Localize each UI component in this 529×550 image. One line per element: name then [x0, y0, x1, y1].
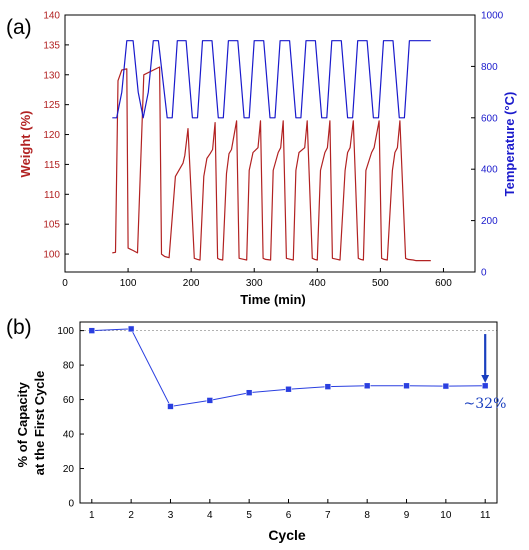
x-tick-label: 500: [372, 278, 389, 289]
panel-a-right-axis-title: Temperature (°C): [502, 92, 517, 197]
left-tick-label: 120: [43, 130, 60, 141]
panel-b-plot-frame: [79, 321, 498, 504]
x-tick-label: 300: [246, 278, 263, 289]
x-tick-label: 7: [325, 510, 331, 521]
y-tick-label: 60: [63, 395, 75, 406]
panel-b-annotation: ~32%: [464, 396, 507, 412]
y-tick-label: 20: [63, 464, 75, 475]
panel-b-label: (b): [6, 316, 32, 339]
panel-b-y-axis-title-line-2: at the First Cycle: [32, 371, 47, 476]
left-tick-label: 140: [43, 11, 60, 22]
right-tick-label: 400: [481, 165, 498, 176]
left-tick-label: 130: [43, 70, 60, 81]
capacity-point: [324, 383, 332, 390]
x-tick-label: 200: [183, 278, 200, 289]
capacity-point: [363, 382, 371, 390]
panel-b-y-axis-title-line-1: % of Capacity: [15, 381, 30, 467]
weight-series-line: [112, 66, 431, 262]
panel-b-x-ticks: 1 2 3 4 5 6 7 8 9 10 11: [89, 499, 491, 521]
x-tick-label: 11: [480, 510, 491, 521]
x-tick-label: 0: [62, 278, 68, 289]
y-tick-label: 100: [57, 326, 74, 337]
panel-b-y-ticks: 0 20 40 60 80 100: [57, 326, 84, 510]
x-tick-label: 600: [435, 278, 452, 289]
x-tick-label: 400: [309, 278, 326, 289]
panel-b-chart: (b) 1 2 3 4 5 6 7 8 9 10 11 0 20 40 60 80 100 ~32% Cycl…: [6, 316, 506, 543]
panel-a-plot-frame: [64, 14, 476, 273]
temperature-series-line: [112, 40, 431, 119]
panel-a-x-ticks: 0 100 200 300 400 500 600: [62, 268, 452, 289]
x-tick-label: 10: [440, 510, 452, 521]
capacity-point: [88, 327, 96, 334]
capacity-point: [206, 397, 214, 404]
capacity-point: [403, 382, 410, 390]
capacity-series-line: [91, 328, 486, 408]
panel-a-series-layer: [112, 40, 431, 262]
panel-b-x-axis-title: Cycle: [268, 527, 306, 543]
x-tick-label: 5: [246, 510, 252, 521]
left-tick-label: 110: [44, 190, 60, 201]
y-tick-label: 80: [63, 361, 75, 372]
right-tick-label: 800: [481, 62, 498, 73]
capacity-point: [245, 389, 253, 396]
x-tick-label: 4: [207, 510, 213, 521]
capacity-point: [167, 403, 174, 410]
capacity-point: [127, 325, 135, 333]
right-tick-label: 0: [481, 268, 487, 279]
x-tick-label: 2: [128, 510, 134, 521]
y-tick-label: 0: [68, 499, 74, 510]
left-tick-label: 125: [43, 100, 60, 111]
right-tick-label: 200: [481, 216, 498, 227]
capacity-point: [442, 382, 450, 390]
panel-b-series-layer: [88, 325, 489, 410]
panel-a-right-ticks: 0 200 400 600 800 1000: [471, 11, 504, 279]
panel-a-label: (a): [6, 16, 32, 39]
panel-a-chart: (a) 0 100 200 300 400 500 600 1001051101151201…: [6, 11, 517, 308]
panel-b-y-axis-title: % of Capacity at the First Cycle: [15, 371, 47, 476]
left-tick-label: 115: [44, 160, 60, 171]
right-tick-label: 1000: [481, 11, 504, 22]
left-tick-label: 105: [43, 220, 60, 231]
capacity-point: [481, 382, 489, 390]
left-tick-label: 135: [43, 40, 60, 51]
left-tick-label: 100: [43, 250, 60, 261]
x-tick-label: 1: [89, 510, 95, 521]
x-tick-label: 8: [364, 510, 370, 521]
y-tick-label: 40: [63, 430, 75, 441]
x-tick-label: 6: [286, 510, 292, 521]
panel-a-x-axis-title: Time (min): [240, 292, 306, 307]
panel-a-left-ticks: 100 105 110 115 120 125 130 135 140: [43, 11, 69, 261]
right-tick-label: 600: [481, 113, 498, 124]
panel-a-left-axis-title: Weight (%): [18, 111, 33, 178]
x-tick-label: 100: [120, 278, 137, 289]
x-tick-label: 9: [404, 510, 410, 521]
x-tick-label: 3: [168, 510, 174, 521]
capacity-point: [285, 385, 292, 393]
